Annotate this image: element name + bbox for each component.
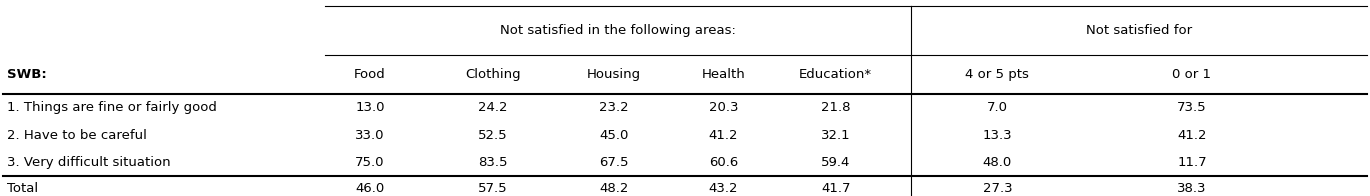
Text: 11.7: 11.7 xyxy=(1177,156,1207,169)
Text: 59.4: 59.4 xyxy=(821,156,851,169)
Text: 33.0: 33.0 xyxy=(355,129,385,142)
Text: 73.5: 73.5 xyxy=(1177,101,1207,114)
Text: 83.5: 83.5 xyxy=(478,156,508,169)
Text: 23.2: 23.2 xyxy=(599,101,629,114)
Text: 7.0: 7.0 xyxy=(986,101,1008,114)
Text: 32.1: 32.1 xyxy=(821,129,851,142)
Text: Housing: Housing xyxy=(586,68,641,81)
Text: Clothing: Clothing xyxy=(466,68,521,81)
Text: Not satisfied in the following areas:: Not satisfied in the following areas: xyxy=(500,24,736,37)
Text: 21.8: 21.8 xyxy=(821,101,851,114)
Text: 45.0: 45.0 xyxy=(599,129,629,142)
Text: 57.5: 57.5 xyxy=(478,182,508,195)
Text: Not satisfied for: Not satisfied for xyxy=(1086,24,1192,37)
Text: 2. Have to be careful: 2. Have to be careful xyxy=(7,129,147,142)
Text: 43.2: 43.2 xyxy=(708,182,738,195)
Text: SWB:: SWB: xyxy=(7,68,47,81)
Text: 4 or 5 pts: 4 or 5 pts xyxy=(966,68,1029,81)
Text: Education*: Education* xyxy=(799,68,873,81)
Text: 41.2: 41.2 xyxy=(708,129,738,142)
Text: 52.5: 52.5 xyxy=(478,129,508,142)
Text: 48.2: 48.2 xyxy=(599,182,629,195)
Text: 27.3: 27.3 xyxy=(982,182,1012,195)
Text: Health: Health xyxy=(701,68,745,81)
Text: 1. Things are fine or fairly good: 1. Things are fine or fairly good xyxy=(7,101,216,114)
Text: 75.0: 75.0 xyxy=(355,156,385,169)
Text: 3. Very difficult situation: 3. Very difficult situation xyxy=(7,156,170,169)
Text: 41.7: 41.7 xyxy=(821,182,851,195)
Text: 67.5: 67.5 xyxy=(599,156,629,169)
Text: 38.3: 38.3 xyxy=(1177,182,1207,195)
Text: 20.3: 20.3 xyxy=(708,101,738,114)
Text: 41.2: 41.2 xyxy=(1177,129,1207,142)
Text: 46.0: 46.0 xyxy=(355,182,385,195)
Text: 48.0: 48.0 xyxy=(982,156,1012,169)
Text: 60.6: 60.6 xyxy=(708,156,738,169)
Text: 13.0: 13.0 xyxy=(355,101,385,114)
Text: Food: Food xyxy=(353,68,386,81)
Text: 0 or 1: 0 or 1 xyxy=(1173,68,1211,81)
Text: 24.2: 24.2 xyxy=(478,101,508,114)
Text: Total: Total xyxy=(7,182,38,195)
Text: 13.3: 13.3 xyxy=(982,129,1012,142)
